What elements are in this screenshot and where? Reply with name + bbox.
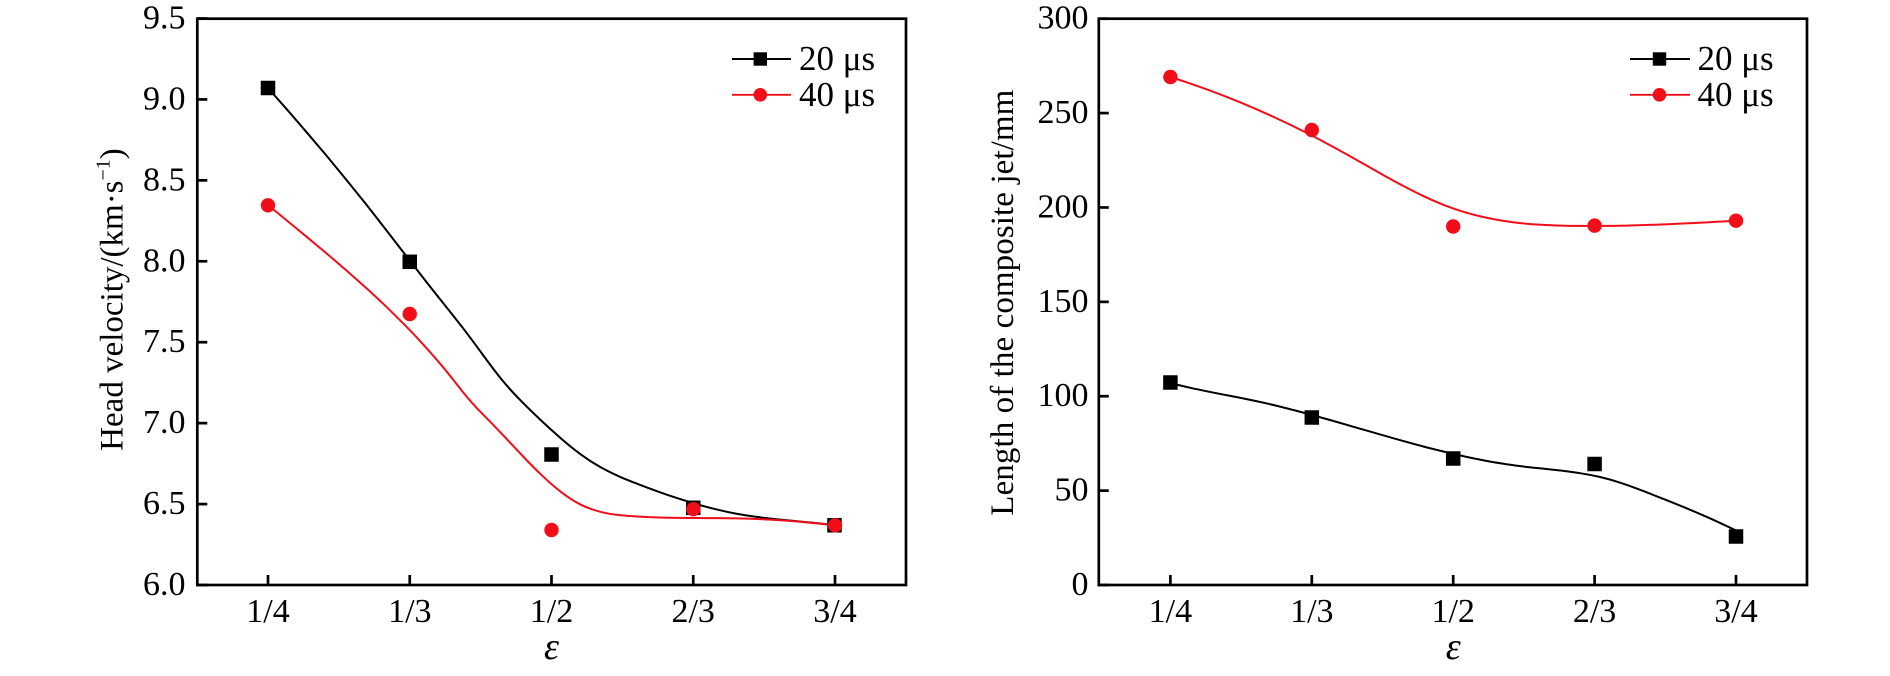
svg-text:100: 100 — [1038, 377, 1089, 414]
svg-text:20 μs: 20 μs — [1698, 39, 1774, 78]
svg-text:250: 250 — [1038, 94, 1089, 131]
svg-text:50: 50 — [1055, 472, 1089, 509]
svg-text:7.5: 7.5 — [143, 323, 186, 360]
svg-text:300: 300 — [1038, 0, 1089, 37]
svg-text:3/4: 3/4 — [1714, 593, 1757, 630]
svg-text:2/3: 2/3 — [1573, 593, 1616, 630]
svg-text:1/4: 1/4 — [246, 593, 289, 630]
svg-text:1/2: 1/2 — [1431, 593, 1474, 630]
svg-text:8.0: 8.0 — [143, 242, 186, 279]
svg-text:200: 200 — [1038, 189, 1089, 226]
svg-text:ε: ε — [544, 626, 559, 668]
svg-text:40 μs: 40 μs — [799, 75, 875, 114]
svg-text:9.5: 9.5 — [143, 0, 186, 37]
svg-text:8.5: 8.5 — [143, 161, 186, 198]
svg-text:1/4: 1/4 — [1149, 593, 1192, 630]
svg-text:40 μs: 40 μs — [1698, 75, 1774, 114]
svg-text:150: 150 — [1038, 283, 1089, 320]
svg-text:3/4: 3/4 — [813, 593, 856, 630]
svg-text:1/3: 1/3 — [388, 593, 431, 630]
svg-text:20 μs: 20 μs — [799, 39, 875, 78]
svg-text:Length of the composite jet/mm: Length of the composite jet/mm — [985, 89, 1021, 515]
svg-text:6.0: 6.0 — [143, 566, 186, 603]
svg-text:2/3: 2/3 — [671, 593, 714, 630]
svg-text:1/3: 1/3 — [1290, 593, 1333, 630]
svg-text:0: 0 — [1072, 566, 1089, 603]
svg-text:7.0: 7.0 — [143, 404, 186, 441]
svg-text:ε: ε — [1446, 626, 1461, 668]
svg-text:9.0: 9.0 — [143, 80, 186, 117]
svg-text:6.5: 6.5 — [143, 485, 186, 522]
svg-text:1/2: 1/2 — [530, 593, 573, 630]
svg-text:Head velocity/(km·s−1): Head velocity/(km·s−1) — [93, 148, 131, 451]
